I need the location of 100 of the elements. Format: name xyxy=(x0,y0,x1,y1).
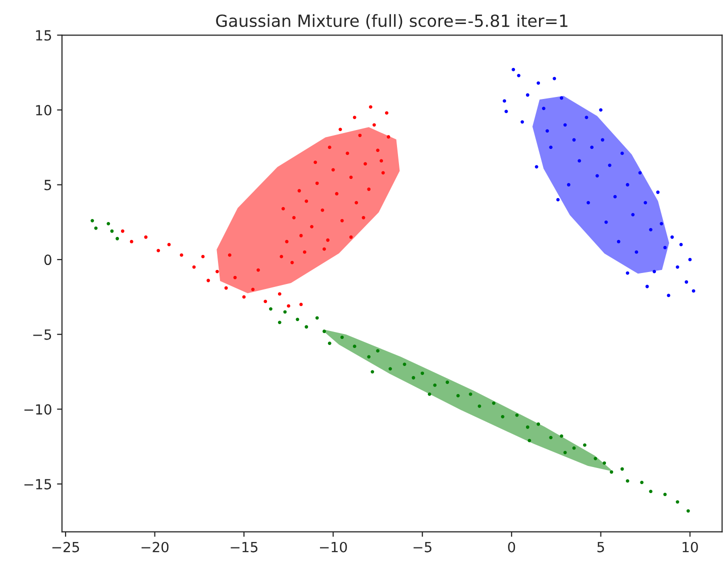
point xyxy=(256,268,260,272)
x-tick-label: −20 xyxy=(142,542,168,552)
point xyxy=(526,93,530,97)
point xyxy=(381,171,385,174)
point xyxy=(686,509,690,513)
point xyxy=(358,134,362,138)
point xyxy=(304,200,308,203)
point xyxy=(156,248,160,252)
point xyxy=(613,195,617,198)
point xyxy=(352,116,356,120)
point xyxy=(520,120,524,124)
point xyxy=(290,260,294,264)
point xyxy=(652,270,656,274)
point xyxy=(599,108,602,112)
point xyxy=(620,467,624,471)
point xyxy=(386,135,390,139)
point xyxy=(299,302,303,306)
point xyxy=(478,404,482,408)
point xyxy=(376,349,380,353)
point xyxy=(296,318,300,322)
point xyxy=(338,128,342,132)
point xyxy=(278,292,282,296)
point xyxy=(517,74,520,78)
point xyxy=(640,480,644,484)
point xyxy=(224,286,228,290)
point xyxy=(144,235,148,239)
point xyxy=(370,370,374,374)
point xyxy=(346,152,350,156)
point xyxy=(376,148,380,152)
point xyxy=(634,250,638,254)
point xyxy=(304,325,308,329)
point xyxy=(583,443,586,447)
point xyxy=(492,401,496,405)
point xyxy=(90,218,94,222)
point xyxy=(515,413,519,417)
point xyxy=(340,336,344,340)
point xyxy=(216,270,219,274)
point xyxy=(626,183,630,186)
point xyxy=(299,234,303,238)
point xyxy=(326,238,330,242)
x-tick-label: 5 xyxy=(597,542,604,552)
point xyxy=(420,372,424,375)
point xyxy=(328,342,332,346)
point xyxy=(428,392,432,396)
point xyxy=(402,362,406,366)
point xyxy=(372,123,376,127)
point xyxy=(528,438,532,442)
point xyxy=(364,162,367,166)
point xyxy=(310,224,314,228)
point xyxy=(120,229,124,233)
x-tick-label: 0 xyxy=(508,542,516,552)
point xyxy=(278,320,282,324)
point xyxy=(302,250,306,254)
point xyxy=(536,422,540,426)
point xyxy=(542,106,546,110)
point xyxy=(362,216,366,220)
point xyxy=(608,164,612,168)
point xyxy=(380,159,384,163)
point xyxy=(349,235,353,239)
point xyxy=(468,392,472,396)
point xyxy=(110,229,114,233)
point xyxy=(251,288,255,292)
point xyxy=(298,189,301,192)
point xyxy=(549,436,553,440)
point xyxy=(649,490,652,494)
point xyxy=(500,414,504,418)
point xyxy=(552,76,556,80)
point xyxy=(596,174,599,178)
point xyxy=(368,105,372,109)
point xyxy=(130,240,134,244)
y-tick-label: −10 xyxy=(24,404,52,415)
point xyxy=(512,68,516,72)
point xyxy=(116,236,119,240)
point xyxy=(388,367,392,370)
point xyxy=(666,294,670,298)
point xyxy=(549,146,553,150)
point xyxy=(285,240,288,244)
x-tick-label: −10 xyxy=(320,542,347,552)
point xyxy=(315,182,319,185)
point xyxy=(167,242,171,246)
point xyxy=(504,110,508,114)
point xyxy=(314,160,318,164)
point xyxy=(384,111,388,115)
point xyxy=(322,330,326,334)
point xyxy=(331,168,335,172)
point xyxy=(446,380,450,384)
point xyxy=(563,450,567,454)
point xyxy=(433,384,437,387)
point xyxy=(264,300,268,304)
point xyxy=(563,123,567,127)
point xyxy=(660,222,664,226)
point xyxy=(649,228,652,232)
point xyxy=(315,316,319,320)
point xyxy=(536,81,540,85)
point xyxy=(292,216,296,220)
point xyxy=(670,235,674,239)
y-tick-label: −15 xyxy=(24,479,52,490)
point xyxy=(602,461,606,465)
point xyxy=(328,146,332,150)
y-tick-label: 15 xyxy=(36,30,52,41)
